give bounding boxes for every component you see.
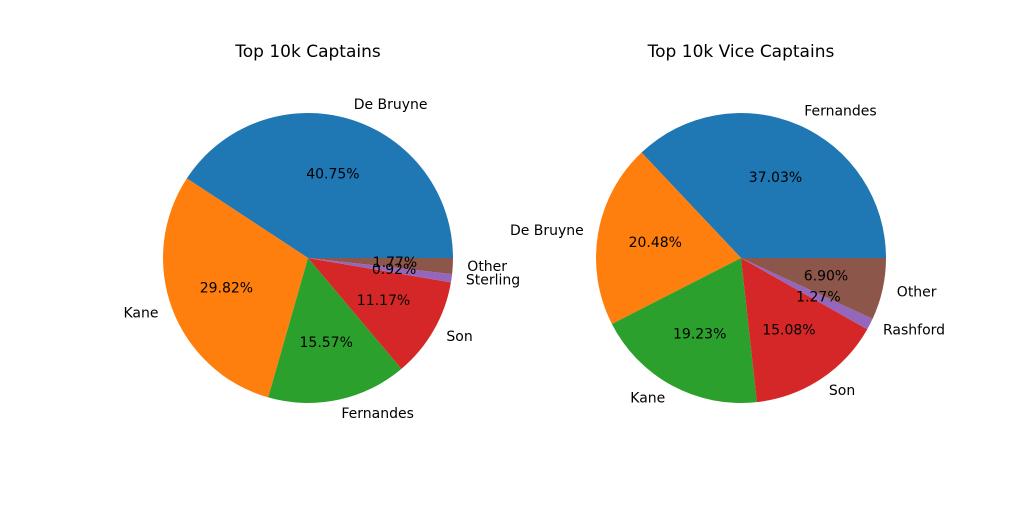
vice-captains-pie-title: Top 10k Vice Captains [647, 42, 835, 62]
captains-pct-kane: 29.82% [200, 280, 253, 296]
captains-pct-son: 11.17% [357, 293, 410, 309]
captains-pct-other: 1.77% [373, 255, 417, 271]
captains-wedge-kane [163, 178, 308, 398]
vice-captains-label-rashford: Rashford [883, 323, 945, 339]
vice-captains-label-other: Other [897, 284, 937, 300]
captains-pct-de-bruyne: 40.75% [306, 167, 359, 183]
captains-wedge-sterling [308, 258, 453, 283]
vice-captains-pct-rashford: 1.27% [796, 290, 840, 306]
captains-pie-labels: De Bruyne 40.75% Kane 29.82% Fernandes 15.57%… [124, 97, 521, 422]
vice-captains-label-son: Son [829, 383, 855, 399]
vice-captains-pie: Top 10k Vice Captains Fernandes 37.03% De … [510, 42, 945, 406]
captains-wedge-son [308, 258, 451, 369]
vice-captains-label-de-bruyne: De Bruyne [510, 223, 584, 239]
captains-pie: Top 10k Captains De Bruyne 40.75% Kane 29.8… [124, 42, 521, 422]
captains-pie-title: Top 10k Captains [234, 42, 381, 62]
vice-captains-pie-labels: Fernandes 37.03% De Bruyne 20.48% Kane 19.23%… [510, 104, 945, 407]
vice-captains-wedge-rashford [741, 258, 873, 330]
vice-captains-pct-de-bruyne: 20.48% [629, 235, 682, 251]
captains-label-other: Other [467, 259, 507, 275]
vice-captains-pct-son: 15.08% [762, 323, 815, 339]
vice-captains-wedge-fernandes [641, 113, 886, 258]
vice-captains-label-fernandes: Fernandes [804, 104, 877, 120]
vice-captains-label-kane: Kane [630, 390, 665, 406]
captains-wedge-other [308, 258, 453, 275]
captains-wedge-fernandes [268, 258, 402, 404]
captains-label-son: Son [446, 329, 472, 345]
captains-label-kane: Kane [124, 306, 159, 322]
captains-label-sterling: Sterling [466, 272, 520, 288]
captains-label-de-bruyne: De Bruyne [354, 97, 428, 113]
vice-captains-pct-other: 6.90% [804, 269, 848, 285]
vice-captains-wedge-son [741, 258, 868, 403]
captains-pct-fernandes: 15.57% [300, 335, 353, 351]
vice-captains-wedge-kane [611, 258, 757, 404]
captains-pct-sterling: 0.92% [372, 262, 416, 278]
vice-captains-pct-kane: 19.23% [673, 327, 726, 343]
vice-captains-pct-fernandes: 37.03% [749, 170, 802, 186]
captains-label-fernandes: Fernandes [341, 406, 414, 422]
vice-captains-wedge-other [741, 258, 886, 319]
vice-captains-wedge-de-bruyne [596, 152, 741, 324]
vice-captains-pie-wedges [596, 113, 886, 404]
captains-wedge-de-bruyne [186, 113, 453, 258]
captains-pie-wedges [163, 113, 453, 404]
